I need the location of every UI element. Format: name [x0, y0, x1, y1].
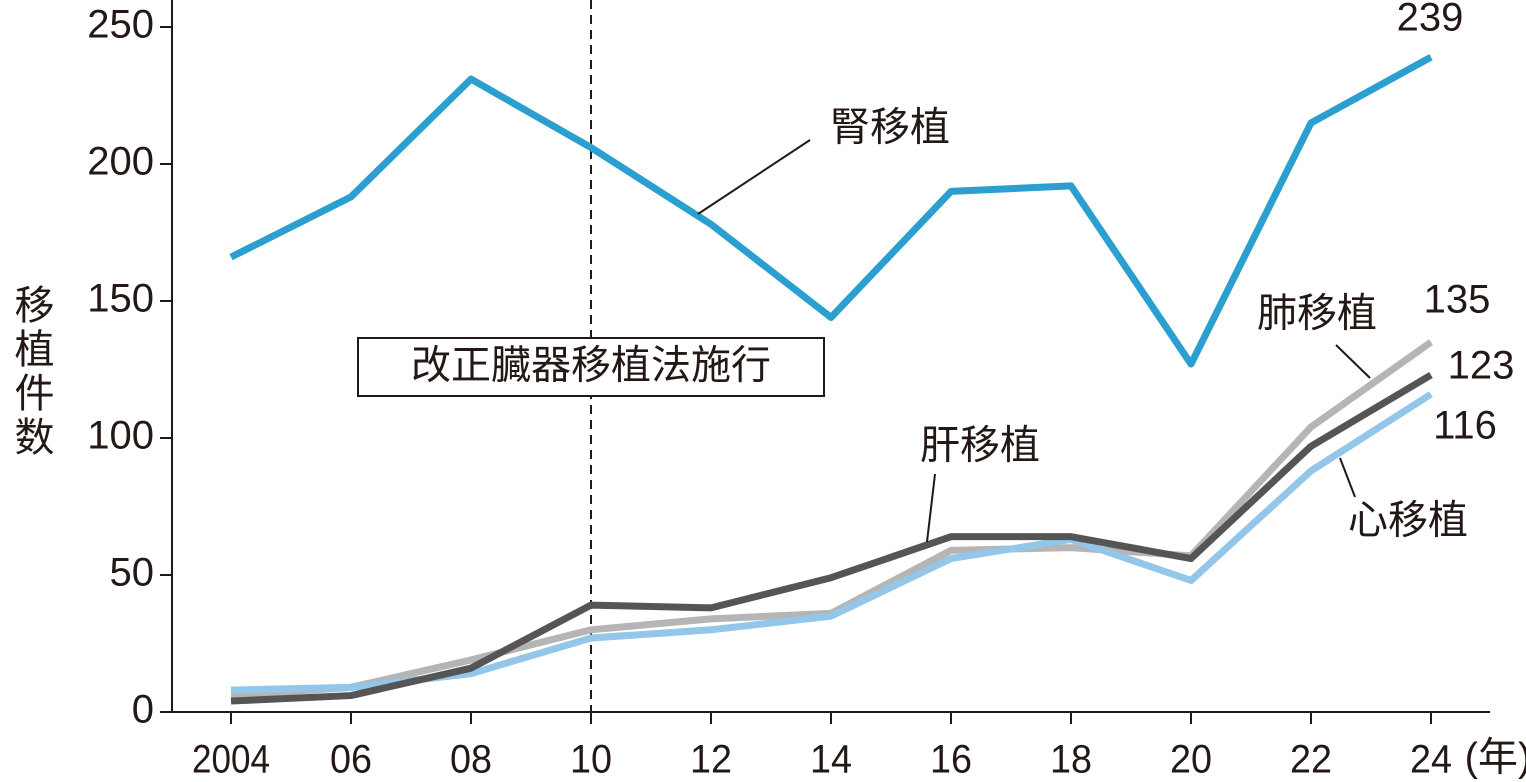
leader-line: [1339, 457, 1356, 498]
y-tick-label: 0: [132, 688, 154, 732]
annotation-box: [357, 337, 825, 397]
x-tick-label: 2004: [192, 738, 270, 782]
x-tick-label: 14: [810, 738, 852, 782]
x-tick-label: 20: [1170, 738, 1212, 782]
value-label: 116: [1433, 404, 1497, 448]
y-tick-label: 200: [87, 140, 154, 184]
y-tick-label: 100: [87, 414, 154, 458]
y-axis-label: 移植件数: [8, 284, 54, 460]
leader-line: [926, 473, 936, 543]
x-tick-label: 12: [690, 738, 732, 782]
x-tick-label: 18: [1050, 738, 1092, 782]
y-tick-label: 50: [110, 551, 155, 595]
x-tick-label: 06: [330, 738, 372, 782]
series-label: 腎移植: [830, 106, 950, 150]
series-line: [230, 371, 1433, 705]
series-line: [230, 391, 1433, 694]
value-label: 239: [1397, 0, 1464, 40]
annotation: 改正臓器移植法施行: [411, 344, 771, 388]
series-line: [229, 54, 1433, 368]
x-tick-label: 22: [1290, 738, 1332, 782]
y-tick-label: 150: [87, 277, 154, 321]
series-label: 心移植: [1348, 499, 1468, 543]
value-label: 123: [1448, 344, 1515, 388]
y-tick-label: 250: [87, 3, 154, 47]
x-axis-label: (年): [1465, 736, 1526, 780]
x-tick-label: 16: [930, 738, 972, 782]
x-tick-label: 24: [1410, 738, 1452, 782]
x-tick-label: 10: [570, 738, 612, 782]
series-label: 肺移植: [1257, 292, 1377, 336]
x-tick-label: 08: [450, 738, 492, 782]
value-label: 135: [1424, 278, 1491, 322]
leader-line: [1335, 344, 1371, 379]
leader-line: [697, 139, 811, 215]
series-label: 肝移植: [920, 424, 1040, 468]
